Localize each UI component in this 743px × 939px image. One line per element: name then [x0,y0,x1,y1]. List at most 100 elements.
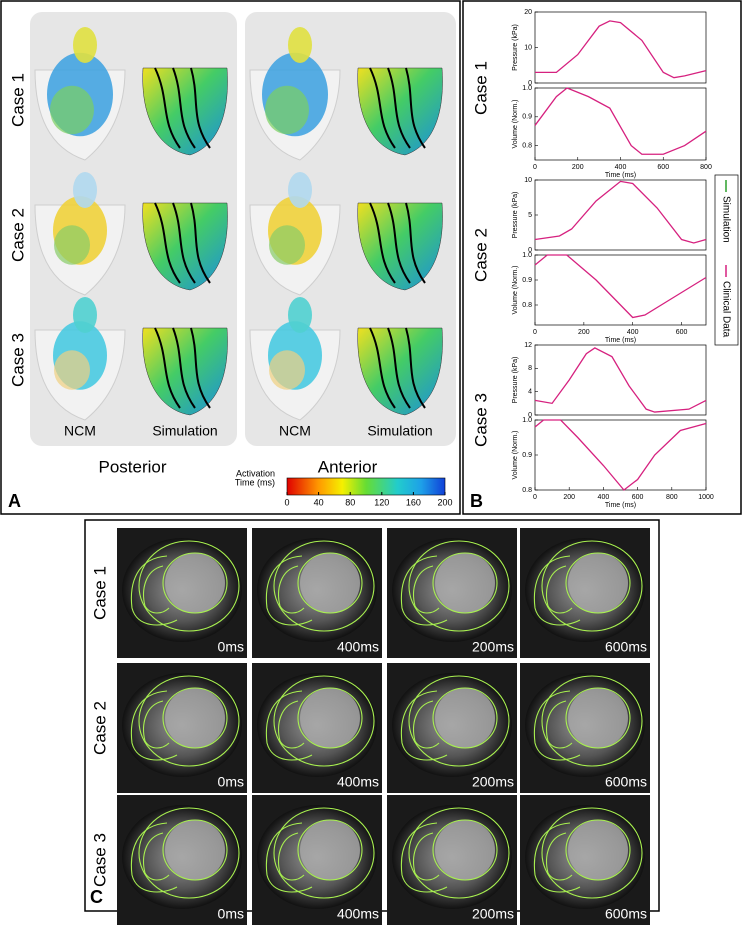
y-axis-label: Volume (Norm.) [512,265,519,314]
simulation-heart [357,327,443,416]
isochrone [387,202,411,284]
lv-cavity [165,820,225,880]
plot-frame [534,344,707,416]
contour [432,687,498,749]
contour [265,555,313,626]
time-label: 400ms [337,906,379,922]
y-tick-label: 5 [528,212,532,219]
contour [408,807,510,899]
simulation-heart [142,327,228,416]
simulation-heart [142,67,228,156]
isochrone [190,202,211,284]
contour [265,822,313,893]
contour [162,687,228,749]
contour [413,700,440,749]
column-label: NCM [64,423,96,439]
x-tick-label: 0 [533,329,537,336]
isochrone [190,327,211,409]
isochrone [154,202,181,284]
contour [432,819,498,881]
column-label: Simulation [367,423,432,439]
y-tick-label: 0.9 [522,114,532,121]
y-tick-label: 0 [528,247,532,254]
x-tick-label: 200 [563,494,575,501]
contour [162,552,228,614]
y-tick-label: 10 [524,44,532,51]
time-label: 0ms [218,906,244,922]
lv-cavity [300,553,360,613]
simulation-heart [142,202,228,291]
contour [130,690,178,761]
contour [143,565,170,614]
lv-cavity [435,553,495,613]
case-label: Case 2 [90,701,109,755]
y-axis-label: Volume (Norm.) [512,430,519,479]
contour [138,675,240,767]
lv-cavity [435,688,495,748]
x-tick-label: 800 [666,494,678,501]
ncm-blob [73,297,97,333]
data-line [534,87,707,155]
isochrone [387,327,411,409]
view-title: Posterior [98,457,166,476]
contour [541,807,643,899]
contour [297,819,363,881]
case-label: Case 3 [471,393,490,447]
ncm-blob [54,350,90,390]
colorbar-title: Time (ms) [235,477,275,487]
time-label: 0ms [218,774,244,790]
data-line [534,347,707,413]
x-tick-label: 0 [533,494,537,501]
plot-frame [534,254,707,326]
contour [273,675,375,767]
contour [565,819,631,881]
ncm-blob [288,297,312,333]
time-label: 600ms [605,906,647,922]
contour [541,675,643,767]
isochrone [172,202,196,284]
contour [297,687,363,749]
contour [432,552,498,614]
lv-cavity [568,688,628,748]
lv-cavity [300,688,360,748]
contour [565,687,631,749]
case-label: Case 2 [471,228,490,282]
x-tick-label: 400 [615,164,627,171]
contour [278,565,305,614]
column-label: Simulation [152,423,217,439]
contour [130,822,178,893]
isochrone [190,67,211,149]
contour [278,832,305,881]
contour [265,690,313,761]
x-tick-label: 600 [676,329,688,336]
time-label: 0ms [218,639,244,655]
contour [273,540,375,632]
ncm-blob [54,225,90,265]
contour [400,555,448,626]
lv-cavity [568,820,628,880]
contour [408,675,510,767]
panel-label: C [90,887,103,907]
lv-cavity [568,553,628,613]
lv-cavity [165,688,225,748]
contour [143,832,170,881]
y-tick-label: 20 [524,9,532,16]
contour [546,832,573,881]
y-tick-label: 0.8 [522,302,532,309]
contour [533,555,581,626]
contour [400,822,448,893]
contour [143,700,170,749]
isochrone [172,327,196,409]
lv-cavity [300,820,360,880]
ncm-blob [265,85,309,135]
ncm-blob [73,27,97,63]
y-tick-label: 12 [524,342,532,349]
contour [297,552,363,614]
legend-label: Clinical Data [720,281,731,338]
legend-box [714,174,739,346]
legend-label: Simulation [720,196,731,243]
x-tick-label: 0 [533,164,537,171]
contour [400,690,448,761]
lv-cavity [165,553,225,613]
contour [541,540,643,632]
